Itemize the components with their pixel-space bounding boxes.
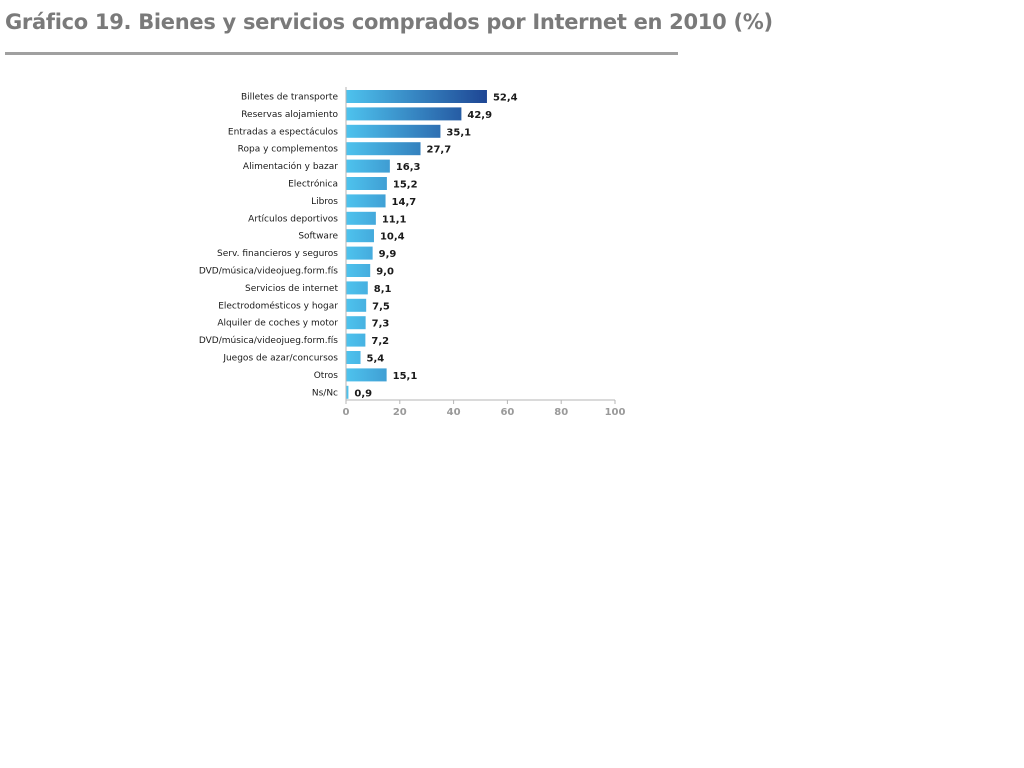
bar [346, 107, 462, 121]
title-divider [5, 52, 678, 55]
value-label: 16,3 [396, 162, 421, 173]
bar [346, 281, 368, 295]
value-label: 7,3 [372, 319, 390, 330]
value-label: 10,4 [380, 232, 405, 243]
category-label: Electrónica [288, 179, 338, 190]
value-label: 7,5 [372, 301, 390, 312]
chart-title: Gráfico 19. Bienes y servicios comprados… [5, 10, 773, 34]
bar [346, 211, 376, 225]
value-label: 11,1 [382, 214, 407, 225]
x-tick-label: 60 [500, 407, 514, 418]
value-label: 52,4 [493, 93, 518, 104]
value-label: 42,9 [467, 110, 492, 121]
x-tick-label: 80 [554, 407, 568, 418]
value-label: 5,4 [367, 354, 385, 365]
bar [346, 229, 374, 243]
value-label: 14,7 [392, 197, 417, 208]
category-label: Alquiler de coches y motor [217, 319, 338, 329]
category-label: Entradas a espectáculos [228, 127, 338, 137]
category-label: Billetes de transporte [241, 93, 339, 103]
bars-layer: Billetes de transporte 52,4 Reservas aloja… [199, 90, 518, 399]
category-label: Libros [311, 197, 338, 207]
category-label: Artículos deportivos [248, 214, 338, 224]
category-label: Alimentación y bazar [243, 161, 338, 172]
value-label: 0,9 [354, 388, 372, 399]
x-tick-label: 0 [343, 407, 350, 418]
value-label: 15,2 [393, 180, 418, 191]
bar [346, 159, 390, 173]
value-label: 7,2 [371, 336, 389, 347]
value-label: 8,1 [374, 284, 392, 295]
category-label: Serv. financieros y seguros [217, 249, 338, 259]
value-label: 35,1 [446, 127, 471, 138]
category-label: Juegos de azar/concursos [222, 354, 338, 364]
x-tick-label: 100 [605, 407, 626, 418]
bar [346, 298, 367, 312]
category-label: Ropa y complementos [238, 145, 339, 155]
category-label: Reservas alojamiento [241, 110, 338, 120]
value-label: 27,7 [427, 145, 452, 156]
x-axis: 0 20 40 60 80 100 [343, 87, 626, 418]
bar [346, 246, 373, 260]
bar [346, 177, 387, 190]
bar [346, 194, 386, 208]
category-label: Software [298, 232, 338, 242]
category-label: DVD/música/videojueg.form.fís [199, 267, 338, 277]
value-label: 9,9 [379, 249, 397, 260]
x-tick-label: 40 [447, 407, 461, 418]
bar [346, 351, 361, 364]
bar [346, 385, 349, 399]
bar [346, 333, 366, 347]
category-label: Otros [314, 371, 339, 381]
bar [346, 142, 421, 156]
bar [346, 264, 371, 277]
x-tick-label: 20 [393, 407, 407, 418]
category-label: Ns/Nc [312, 388, 338, 398]
category-label: DVD/música/videojueg.form.fís [199, 336, 338, 346]
bar [346, 316, 366, 330]
value-label: 9,0 [376, 267, 394, 278]
bar [346, 90, 487, 103]
bar [346, 124, 441, 138]
category-label: Electrodomésticos y hogar [218, 300, 338, 311]
category-label: Servicios de internet [245, 284, 338, 294]
value-label: 15,1 [393, 371, 418, 382]
bar [346, 368, 387, 382]
